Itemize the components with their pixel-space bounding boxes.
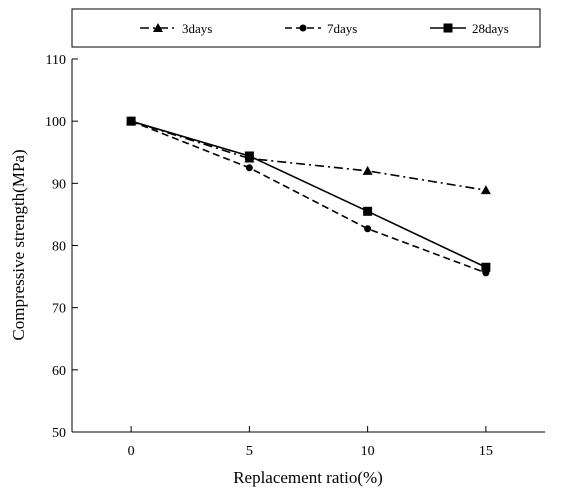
- legend-label: 3days: [182, 21, 212, 36]
- y-ticks: 50 60 70 80 90 100 110: [45, 53, 78, 441]
- data-point-28days: [481, 262, 491, 272]
- series-line-3days: [130, 120, 487, 191]
- y-axis-label: Compressive strength(MPa): [9, 149, 28, 340]
- y-tick-label: 90: [52, 177, 66, 192]
- x-ticks: 0 5 10 15: [128, 426, 493, 459]
- data-point-28days: [244, 151, 254, 161]
- y-tick-label: 110: [46, 53, 66, 68]
- legend-item-3days: 3days: [140, 21, 212, 36]
- y-tick-label: 100: [45, 115, 66, 130]
- x-tick-label: 0: [128, 444, 135, 459]
- data-point-28days: [363, 206, 373, 216]
- data-point-7days: [245, 164, 253, 172]
- data-point-3days: [362, 165, 373, 175]
- legend: 3days 7days 28days: [71, 8, 541, 48]
- x-tick-label: 10: [361, 444, 375, 459]
- legend-swatch-marker: [299, 24, 307, 32]
- legend-item-7days: 7days: [285, 21, 357, 36]
- legend-item-28days: 28days: [430, 21, 509, 36]
- x-tick-label: 15: [479, 444, 493, 459]
- x-tick-label: 5: [246, 444, 253, 459]
- legend-swatch-marker: [153, 23, 163, 32]
- series-3days: [126, 116, 491, 195]
- plot-area: [71, 59, 545, 433]
- legend-label: 7days: [327, 21, 357, 36]
- series-28days: [126, 116, 491, 272]
- legend-swatch-marker: [443, 23, 453, 33]
- x-axis-label: Replacement ratio(%): [233, 468, 383, 487]
- y-tick-label: 50: [52, 426, 66, 441]
- data-point-3days: [480, 185, 491, 195]
- series-line-7days: [130, 120, 487, 274]
- legend-label: 28days: [472, 21, 509, 36]
- data-point-7days: [364, 225, 372, 233]
- series-7days: [127, 117, 490, 277]
- series-group: [126, 116, 491, 277]
- y-tick-label: 80: [52, 240, 66, 255]
- data-point-28days: [126, 116, 136, 126]
- y-tick-label: 70: [52, 302, 66, 317]
- series-line-28days: [130, 120, 487, 268]
- y-tick-label: 60: [52, 364, 66, 379]
